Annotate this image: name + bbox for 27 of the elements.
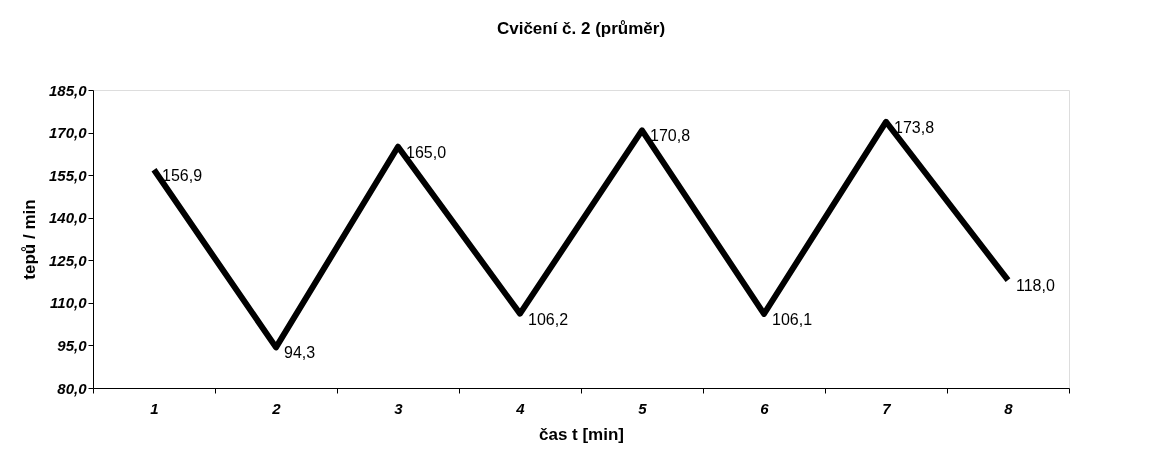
y-axis-title: tepů / min [19, 199, 39, 280]
y-tick-label: 185,0 [48, 81, 88, 99]
x-tick-label: 2 [271, 399, 282, 417]
x-tick-label: 3 [394, 399, 404, 417]
data-label: 156,9 [162, 166, 203, 184]
y-tick-label: 155,0 [48, 166, 88, 184]
data-label: 118,0 [1016, 277, 1055, 295]
x-axis-title: čas t [min] [538, 424, 625, 444]
x-tick-label: 8 [1004, 399, 1014, 417]
chart-title: Cvičení č. 2 (průměr) [496, 19, 666, 38]
x-tick-label: 7 [882, 399, 892, 417]
data-label: 106,2 [528, 310, 569, 328]
y-tick-label: 125,0 [48, 251, 88, 269]
y-tick-label: 80,0 [57, 379, 88, 397]
x-tick-label: 4 [515, 399, 526, 417]
y-tick-label: 110,0 [50, 294, 88, 312]
data-label: 170,8 [650, 127, 691, 145]
data-label: 106,1 [772, 310, 813, 328]
data-label: 94,3 [284, 344, 316, 362]
x-tick-label: 5 [638, 399, 648, 417]
y-tick-label: 140,0 [48, 209, 88, 227]
data-label: 165,0 [406, 143, 447, 161]
y-tick-label: 95,0 [57, 336, 88, 354]
y-tick-label: 170,0 [48, 124, 88, 142]
x-tick-label: 1 [150, 399, 159, 417]
x-tick-label: 6 [760, 399, 770, 417]
data-label: 173,8 [894, 118, 935, 136]
